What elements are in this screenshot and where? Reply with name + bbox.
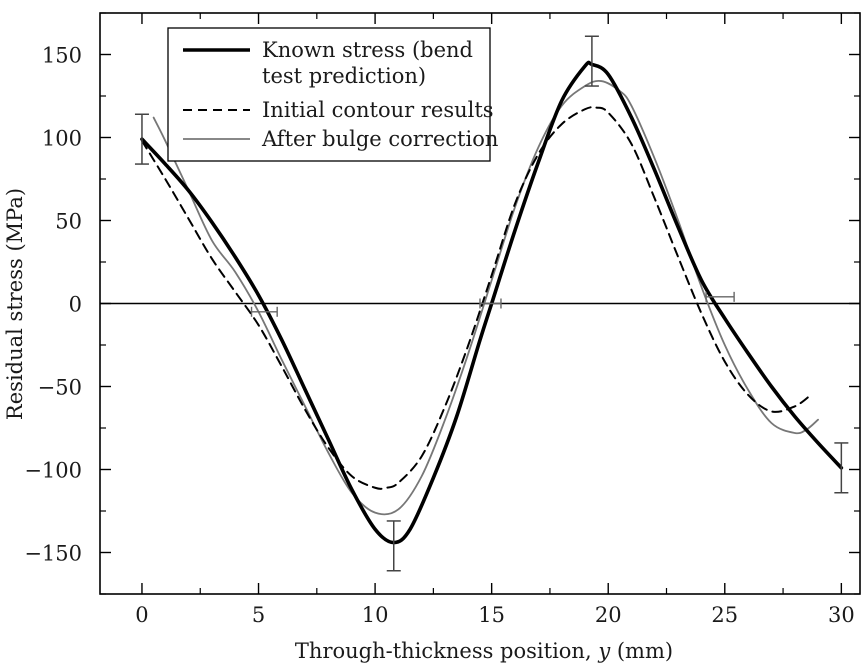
x-tick-label: 5: [252, 603, 265, 627]
legend: Known stress (bend test prediction) Init…: [167, 27, 498, 162]
y-tick-label: 0: [69, 293, 82, 317]
x-tick-label: 25: [711, 603, 738, 627]
legend-label-bulge: After bulge correction: [261, 127, 498, 151]
y-tick-labels: 150 100 50 0 −50 −100 −150: [24, 44, 82, 566]
legend-label-known-line2: test prediction): [262, 64, 426, 88]
x-tick-label: 15: [478, 603, 505, 627]
legend-label-initial: Initial contour results: [262, 98, 494, 122]
series-bulge-corrected-line: [152, 79, 819, 516]
legend-label-known-line1: Known stress (bend: [262, 38, 473, 62]
x-tick-label: 20: [595, 603, 622, 627]
y-tick-label: −150: [24, 542, 82, 566]
y-tick-label: 50: [55, 210, 82, 234]
series-initial-contour-line: [140, 106, 813, 490]
x-tick-label: 10: [362, 603, 389, 627]
y-tick-label: 100: [42, 127, 82, 151]
y-tick-label: −50: [38, 376, 82, 400]
error-bars: [134, 35, 849, 572]
plot-frame: [99, 12, 861, 595]
y-tick-label: 150: [42, 44, 82, 68]
x-tick-labels: 0 5 10 15 20 25 30: [135, 603, 854, 627]
x-tick-label: 30: [828, 603, 855, 627]
y-tick-label: −100: [24, 459, 82, 483]
y-axis-title: Residual stress (MPa): [3, 188, 27, 420]
axis-ticks: [100, 12, 860, 595]
x-tick-label: 0: [135, 603, 148, 627]
x-axis-title: Through-thickness position, y (mm): [295, 639, 673, 663]
